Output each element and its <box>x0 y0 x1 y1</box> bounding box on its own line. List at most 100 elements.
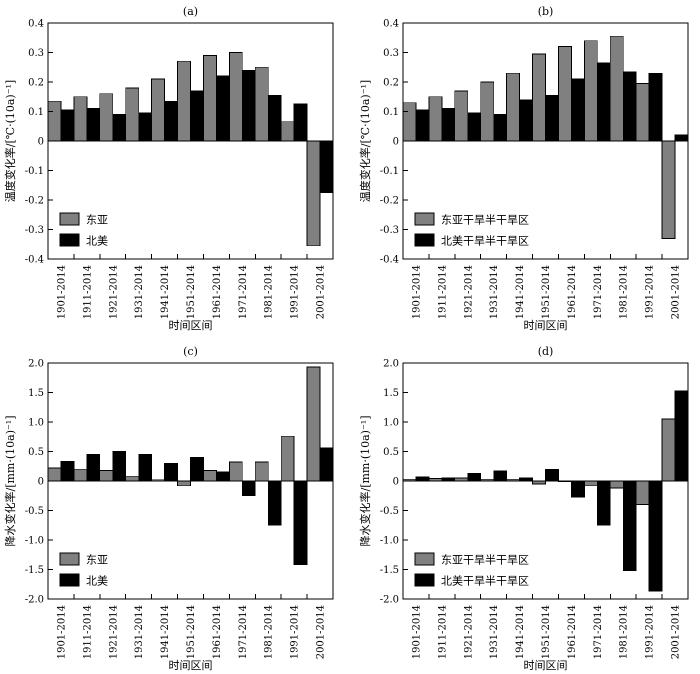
y-axis-title-d: 降水变化率/[mm·(10a)⁻¹] <box>358 415 372 546</box>
panel-title-c: (c) <box>183 345 198 358</box>
bar-b-s2-1981-2014 <box>622 71 637 142</box>
chart-panel-c: (c) 2.0 1.5 1.0 0.5 0 -0.5 -1.0 -1.5 -2.0 1901-201… <box>3 345 334 672</box>
y-tick-label-d: -0.5 <box>380 506 399 517</box>
bar-b-s1-1911-2014 <box>428 96 443 142</box>
x-tick-label-a: 1961-2014 <box>212 265 223 319</box>
x-tick-label-a: 1911-2014 <box>82 265 93 319</box>
bar-b-s2-1941-2014 <box>519 99 533 142</box>
bar-a-s2-1931-2014 <box>138 112 153 142</box>
x-tick-label-b: 1961-2014 <box>567 265 578 319</box>
bar-a-s1-1961-2014 <box>203 55 217 142</box>
bar-a-s1-1921-2014 <box>99 93 114 142</box>
y-tick-label-a: 0.2 <box>28 78 44 89</box>
x-tick-label-b: 1951-2014 <box>541 265 552 319</box>
y-tick-label-b: 0.4 <box>383 19 399 30</box>
x-tick-label-a: 1941-2014 <box>160 265 171 319</box>
panel-title-b: (b) <box>538 5 554 18</box>
x-tick-label-d: 1961-2014 <box>567 605 578 659</box>
x-tick-label-a: 1951-2014 <box>186 265 197 319</box>
x-tick-label-d: 1931-2014 <box>489 605 500 659</box>
bar-b-s1-1981-2014 <box>609 35 624 142</box>
bar-b-s1-2001-2014 <box>661 140 676 239</box>
legend-label-c-s2: 北美 <box>86 575 108 588</box>
x-tick-label-c: 1941-2014 <box>160 605 171 659</box>
bar-a-s2-2001-2014 <box>319 140 334 194</box>
chart-panel-b: (b) 0.4 0.3 0.2 0.1 0 -0.1 -0.2 -0.3 -0.4 1901-201… <box>358 5 689 332</box>
x-tick-label-b: 1901-2014 <box>411 265 422 319</box>
y-tick-label-b: 0.1 <box>383 107 399 118</box>
x-tick-label-b: 1911-2014 <box>437 265 448 319</box>
bar-d-s1-2001-2014 <box>661 418 676 482</box>
chart-panel-a: (a) 0.4 0.3 0.2 0.1 0 -0.1 -0.2 -0.3 -0.4 1901-201… <box>3 5 334 332</box>
legend-label-b-s1: 东亚干旱半干旱区 <box>441 213 529 227</box>
bar-c-s1-1991-2014 <box>280 435 295 482</box>
x-tick-label-b: 1981-2014 <box>619 265 630 319</box>
y-tick-label-c: -1.5 <box>25 565 44 576</box>
y-tick-label-c: 1.5 <box>28 388 44 399</box>
bar-d-s2-1901-2014 <box>415 476 430 482</box>
bar-b-s2-1921-2014 <box>467 112 482 142</box>
bar-b-s2-1901-2014 <box>415 109 430 142</box>
x-axis-title-a: 时间区间 <box>169 319 213 332</box>
bar-b-s2-1951-2014 <box>545 94 559 142</box>
x-tick-label-d: 2001-2014 <box>671 605 682 659</box>
x-tick-label-c: 1901-2014 <box>56 605 67 659</box>
bar-d-s2-1921-2014 <box>467 472 482 482</box>
bar-b-s1-1921-2014 <box>454 90 469 142</box>
legend-label-d-s2: 北美干旱半干旱区 <box>441 574 529 588</box>
bar-c-s2-1961-2014 <box>216 471 230 482</box>
bar-a-s1-1941-2014 <box>151 78 165 142</box>
y-tick-label-b: 0 <box>393 137 399 148</box>
bar-a-s1-1901-2014 <box>47 100 62 142</box>
x-tick-label-d: 1901-2014 <box>411 605 422 659</box>
bar-a-s2-1951-2014 <box>190 90 204 142</box>
y-tick-label-b: -0.3 <box>380 225 399 236</box>
x-tick-label-c: 1981-2014 <box>264 605 275 659</box>
x-tick-label-a: 1971-2014 <box>238 265 249 319</box>
x-tick-label-d: 1991-2014 <box>645 605 656 659</box>
bar-a-s2-1991-2014 <box>293 103 308 142</box>
y-tick-label-d: 0 <box>393 477 399 488</box>
bar-c-s1-1961-2014 <box>203 469 217 482</box>
bar-b-s1-1941-2014 <box>506 72 520 142</box>
x-tick-label-c: 2001-2014 <box>316 605 327 659</box>
panel-title-d: (d) <box>538 345 554 358</box>
y-axis-title-a: 温度变化率/[℃·(10a)⁻¹] <box>3 80 17 202</box>
bar-a-s2-1941-2014 <box>164 100 178 142</box>
y-tick-label-c: 0.5 <box>28 447 44 458</box>
y-tick-label-b: -0.2 <box>380 196 399 207</box>
bar-d-s2-1961-2014 <box>571 480 585 498</box>
bar-a-s1-2001-2014 <box>306 140 321 247</box>
y-tick-label-d: 1.0 <box>383 418 399 429</box>
x-tick-label-c: 1961-2014 <box>212 605 223 659</box>
x-tick-label-c: 1921-2014 <box>108 605 119 659</box>
bar-a-s2-1971-2014 <box>241 69 256 142</box>
y-tick-label-c: -1.0 <box>25 536 44 547</box>
legend-swatch-a-s1 <box>59 212 80 226</box>
x-axis-title-b: 时间区间 <box>524 319 568 332</box>
bar-d-s1-1981-2014 <box>609 480 624 489</box>
x-tick-label-d: 1921-2014 <box>463 605 474 659</box>
bar-b-s2-1971-2014 <box>596 62 611 142</box>
bar-c-s1-1931-2014 <box>125 475 140 482</box>
bar-a-s2-1981-2014 <box>267 94 282 142</box>
bar-d-s1-1971-2014 <box>583 480 598 487</box>
legend-swatch-c-s1 <box>59 552 80 566</box>
bar-c-s1-1911-2014 <box>73 468 88 482</box>
bar-d-s2-1971-2014 <box>596 480 611 526</box>
bar-b-s2-2001-2014 <box>674 134 689 142</box>
legend-swatch-c-s2 <box>59 573 80 587</box>
x-tick-label-d: 1941-2014 <box>515 605 526 659</box>
bar-b-s1-1951-2014 <box>532 53 546 142</box>
bar-c-s1-2001-2014 <box>306 366 321 482</box>
legend-swatch-d-s1 <box>414 552 435 566</box>
legend-label-c-s1: 东亚 <box>86 554 108 567</box>
y-tick-label-d: -1.0 <box>380 536 399 547</box>
bar-c-s2-1971-2014 <box>241 480 256 497</box>
bar-c-s2-1921-2014 <box>112 451 127 482</box>
y-tick-label-d: -1.5 <box>380 565 399 576</box>
x-tick-label-b: 1931-2014 <box>489 265 500 319</box>
y-tick-label-c: 2.0 <box>28 359 44 370</box>
legend-swatch-d-s2 <box>414 573 435 587</box>
